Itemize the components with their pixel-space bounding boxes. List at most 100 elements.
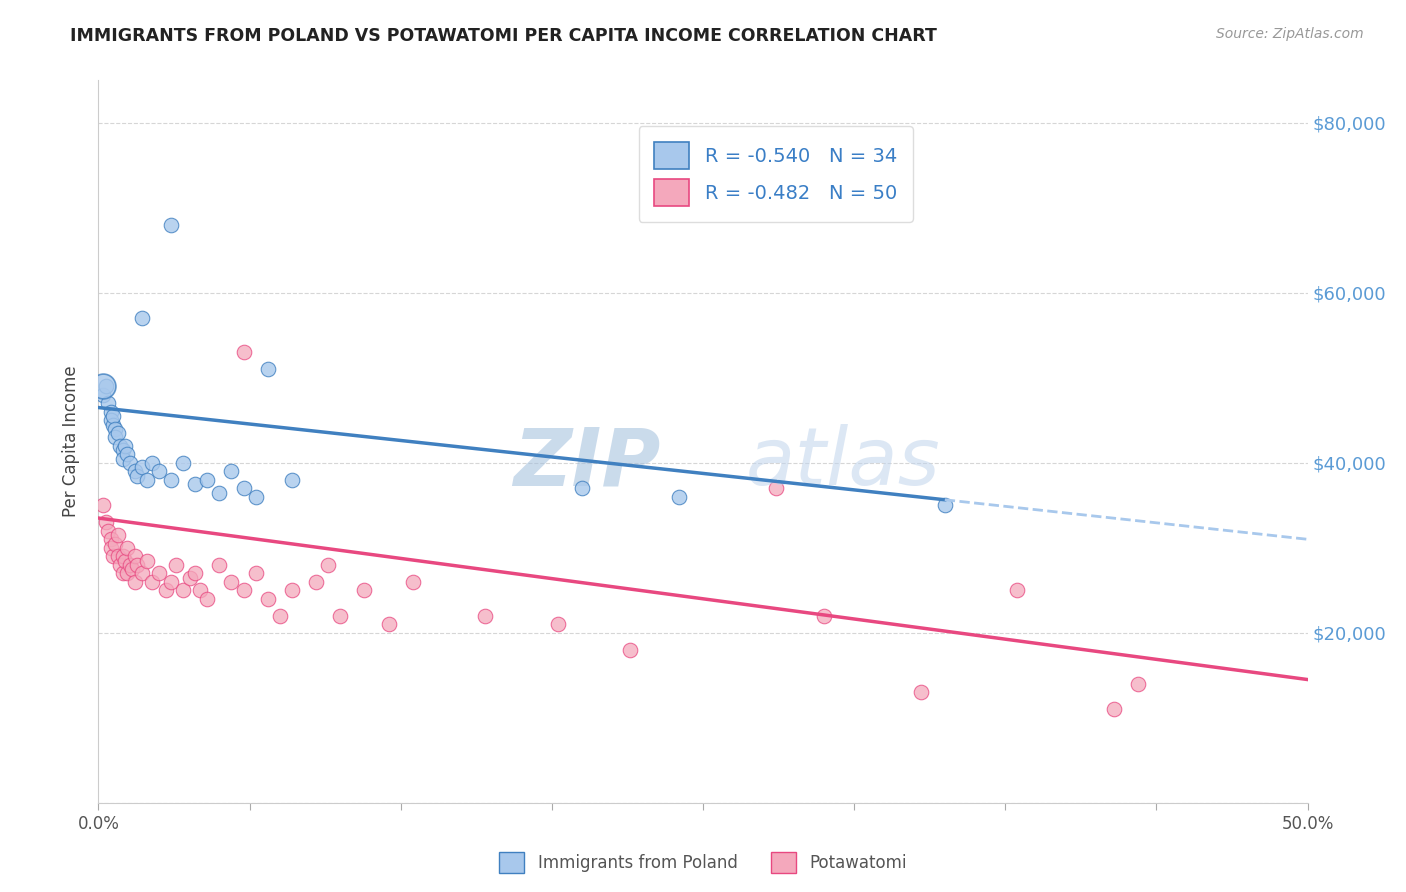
Text: ZIP: ZIP	[513, 425, 661, 502]
Point	[281, 583, 304, 598]
Point	[208, 558, 231, 572]
Point	[148, 464, 170, 478]
Text: Source: ZipAtlas.com: Source: ZipAtlas.com	[1216, 27, 1364, 41]
Point	[91, 379, 114, 393]
Point	[108, 439, 131, 453]
Point	[172, 583, 194, 598]
Y-axis label: Per Capita Income: Per Capita Income	[62, 366, 80, 517]
Legend: Immigrants from Poland, Potawatomi: Immigrants from Poland, Potawatomi	[492, 846, 914, 880]
Point	[107, 549, 129, 564]
Point	[547, 617, 569, 632]
Point	[97, 396, 120, 410]
Point	[127, 558, 149, 572]
Text: atlas: atlas	[745, 425, 941, 502]
Point	[184, 566, 207, 581]
Point	[402, 574, 425, 589]
Point	[141, 574, 163, 589]
Point	[91, 388, 114, 402]
Point	[934, 498, 956, 512]
Point	[111, 443, 134, 458]
Point	[195, 473, 218, 487]
Point	[245, 490, 267, 504]
Point	[221, 574, 243, 589]
Point	[155, 583, 177, 598]
Point	[104, 536, 127, 550]
Point	[813, 608, 835, 623]
Point	[571, 481, 593, 495]
Point	[118, 558, 141, 572]
Point	[111, 566, 134, 581]
Point	[281, 473, 304, 487]
Point	[474, 608, 496, 623]
Point	[160, 473, 183, 487]
Point	[1007, 583, 1029, 598]
Point	[97, 524, 120, 538]
Point	[131, 460, 153, 475]
Point	[94, 516, 117, 530]
Point	[232, 583, 254, 598]
Point	[195, 591, 218, 606]
Point	[101, 409, 124, 423]
Point	[141, 456, 163, 470]
Legend: R = -0.540   N = 34, R = -0.482   N = 50: R = -0.540 N = 34, R = -0.482 N = 50	[638, 126, 912, 222]
Point	[124, 549, 146, 564]
Point	[377, 617, 399, 632]
Point	[160, 218, 183, 232]
Point	[1102, 702, 1125, 716]
Point	[160, 574, 183, 589]
Point	[329, 608, 352, 623]
Point	[127, 468, 149, 483]
Point	[208, 485, 231, 500]
Point	[353, 583, 375, 598]
Point	[232, 481, 254, 495]
Text: IMMIGRANTS FROM POLAND VS POTAWATOMI PER CAPITA INCOME CORRELATION CHART: IMMIGRANTS FROM POLAND VS POTAWATOMI PER…	[70, 27, 938, 45]
Point	[108, 558, 131, 572]
Point	[619, 642, 641, 657]
Point	[1128, 677, 1150, 691]
Point	[100, 541, 122, 555]
Point	[221, 464, 243, 478]
Point	[118, 456, 141, 470]
Point	[104, 422, 127, 436]
Point	[101, 549, 124, 564]
Point	[124, 464, 146, 478]
Point	[256, 591, 278, 606]
Point	[135, 553, 157, 567]
Point	[245, 566, 267, 581]
Point	[117, 541, 139, 555]
Point	[131, 566, 153, 581]
Point	[148, 566, 170, 581]
Point	[179, 570, 201, 584]
Point	[668, 490, 690, 504]
Point	[305, 574, 328, 589]
Point	[172, 456, 194, 470]
Point	[101, 417, 124, 432]
Point	[100, 413, 122, 427]
Point	[269, 608, 291, 623]
Point	[117, 447, 139, 461]
Point	[114, 553, 136, 567]
Point	[188, 583, 211, 598]
Point	[765, 481, 787, 495]
Point	[94, 379, 117, 393]
Point	[107, 528, 129, 542]
Point	[91, 498, 114, 512]
Point	[100, 533, 122, 547]
Point	[117, 566, 139, 581]
Point	[124, 574, 146, 589]
Point	[111, 549, 134, 564]
Point	[100, 405, 122, 419]
Point	[316, 558, 339, 572]
Point	[104, 430, 127, 444]
Point	[121, 562, 143, 576]
Point	[165, 558, 187, 572]
Point	[114, 439, 136, 453]
Point	[910, 685, 932, 699]
Point	[256, 362, 278, 376]
Point	[107, 425, 129, 440]
Point	[184, 477, 207, 491]
Point	[232, 345, 254, 359]
Point	[111, 451, 134, 466]
Point	[131, 311, 153, 326]
Point	[135, 473, 157, 487]
